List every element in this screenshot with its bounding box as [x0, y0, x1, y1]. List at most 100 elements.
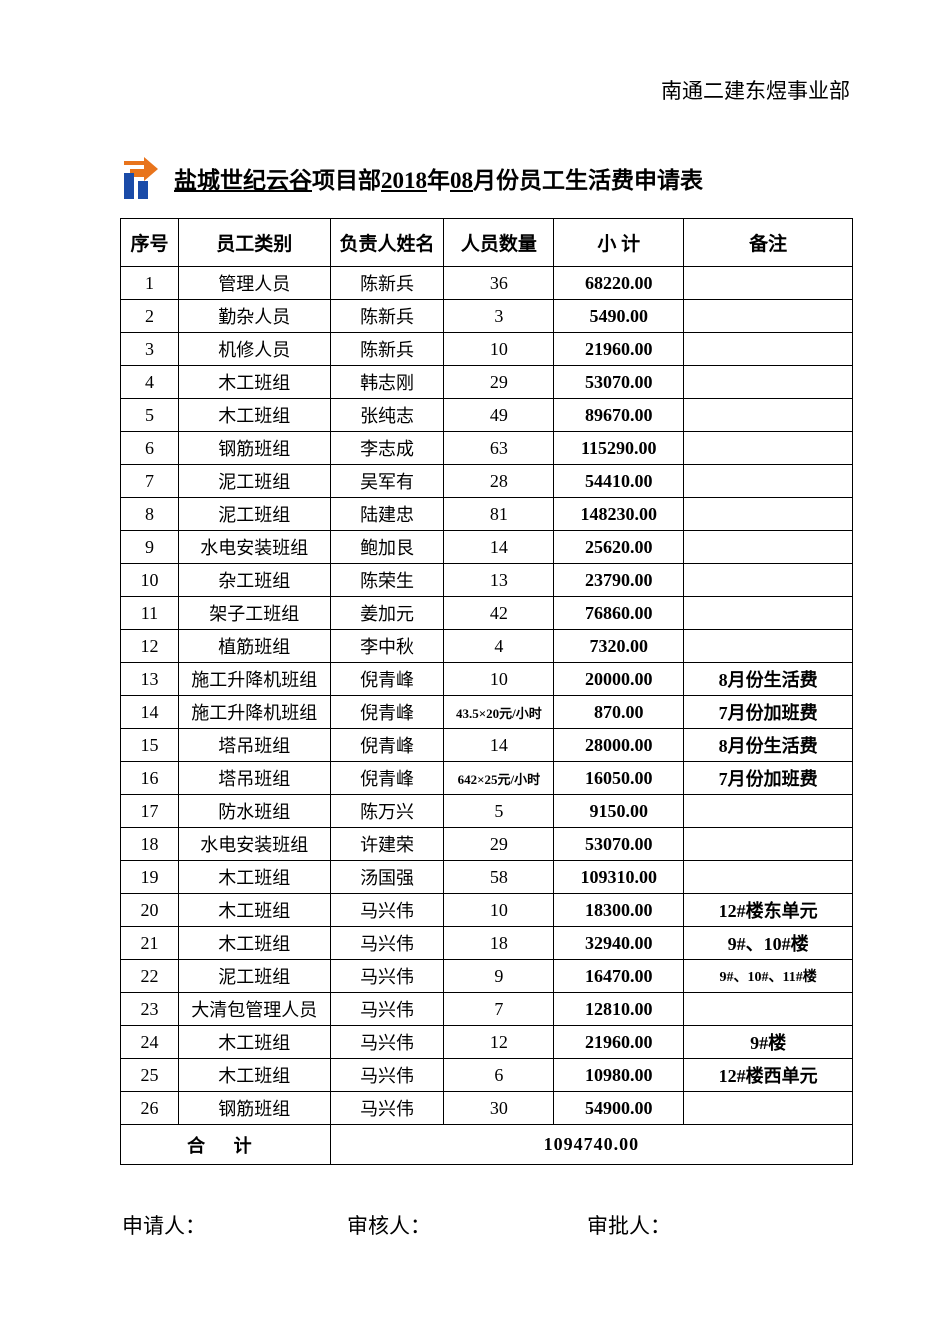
cell-seq: 19 [121, 861, 179, 894]
cell-subtotal: 16470.00 [554, 960, 684, 993]
table-row: 21木工班组马兴伟1832940.009#、10#楼 [121, 927, 853, 960]
cell-person: 马兴伟 [330, 993, 444, 1026]
cell-subtotal: 109310.00 [554, 861, 684, 894]
cell-remark: 7月份加班费 [684, 762, 853, 795]
title-mid2: 年 [427, 168, 450, 193]
cell-subtotal: 32940.00 [554, 927, 684, 960]
cell-person: 李志成 [330, 432, 444, 465]
cell-qty: 10 [444, 663, 554, 696]
cell-seq: 26 [121, 1092, 179, 1125]
th-remark: 备注 [684, 219, 853, 267]
cell-category: 钢筋班组 [178, 432, 330, 465]
cell-remark [684, 1092, 853, 1125]
cell-person: 马兴伟 [330, 1092, 444, 1125]
cell-category: 泥工班组 [178, 960, 330, 993]
cell-subtotal: 28000.00 [554, 729, 684, 762]
table-row: 24木工班组马兴伟1221960.009#楼 [121, 1026, 853, 1059]
cell-person: 马兴伟 [330, 960, 444, 993]
cell-category: 机修人员 [178, 333, 330, 366]
cell-subtotal: 54410.00 [554, 465, 684, 498]
page-title: 盐城世纪云谷项目部2018年08月份员工生活费申请表 [174, 161, 703, 195]
cell-seq: 13 [121, 663, 179, 696]
cell-person: 韩志刚 [330, 366, 444, 399]
cell-subtotal: 20000.00 [554, 663, 684, 696]
cell-seq: 6 [121, 432, 179, 465]
cell-subtotal: 76860.00 [554, 597, 684, 630]
cell-category: 管理人员 [178, 267, 330, 300]
cell-remark [684, 465, 853, 498]
cell-subtotal: 148230.00 [554, 498, 684, 531]
cell-seq: 25 [121, 1059, 179, 1092]
cell-category: 钢筋班组 [178, 1092, 330, 1125]
cell-category: 泥工班组 [178, 498, 330, 531]
cell-remark: 7月份加班费 [684, 696, 853, 729]
cell-qty: 12 [444, 1026, 554, 1059]
cell-person: 陈新兵 [330, 300, 444, 333]
cell-person: 倪青峰 [330, 696, 444, 729]
cell-qty: 14 [444, 729, 554, 762]
cell-qty: 29 [444, 828, 554, 861]
cell-category: 水电安装班组 [178, 828, 330, 861]
cell-subtotal: 25620.00 [554, 531, 684, 564]
th-category: 员工类别 [178, 219, 330, 267]
cell-person: 吴军有 [330, 465, 444, 498]
cell-qty: 58 [444, 861, 554, 894]
cell-qty: 29 [444, 366, 554, 399]
table-row: 25木工班组马兴伟610980.0012#楼西单元 [121, 1059, 853, 1092]
cell-qty: 18 [444, 927, 554, 960]
cell-person: 马兴伟 [330, 894, 444, 927]
cell-remark: 8月份生活费 [684, 729, 853, 762]
th-qty: 人员数量 [444, 219, 554, 267]
cell-category: 木工班组 [178, 927, 330, 960]
cell-qty: 10 [444, 894, 554, 927]
cell-qty: 42 [444, 597, 554, 630]
cell-person: 倪青峰 [330, 663, 444, 696]
cell-person: 倪青峰 [330, 729, 444, 762]
cell-remark [684, 333, 853, 366]
total-row: 合 计1094740.00 [121, 1125, 853, 1165]
cell-category: 架子工班组 [178, 597, 330, 630]
cell-category: 水电安装班组 [178, 531, 330, 564]
department-header: 南通二建东煜事业部 [661, 75, 850, 105]
table-row: 15塔吊班组倪青峰1428000.008月份生活费 [121, 729, 853, 762]
title-mid1: 项目部 [312, 168, 381, 193]
cell-remark: 12#楼西单元 [684, 1059, 853, 1092]
expense-table: 序号 员工类别 负责人姓名 人员数量 小 计 备注 1管理人员陈新兵366822… [120, 218, 853, 1165]
cell-seq: 10 [121, 564, 179, 597]
table-row: 9水电安装班组鲍加艮1425620.00 [121, 531, 853, 564]
cell-subtotal: 53070.00 [554, 366, 684, 399]
cell-subtotal: 21960.00 [554, 333, 684, 366]
cell-qty: 14 [444, 531, 554, 564]
cell-subtotal: 12810.00 [554, 993, 684, 1026]
cell-subtotal: 21960.00 [554, 1026, 684, 1059]
cell-remark [684, 267, 853, 300]
cell-remark [684, 597, 853, 630]
cell-subtotal: 68220.00 [554, 267, 684, 300]
cell-seq: 12 [121, 630, 179, 663]
approver-label: 审批人： [587, 1210, 671, 1240]
cell-qty: 30 [444, 1092, 554, 1125]
cell-subtotal: 5490.00 [554, 300, 684, 333]
cell-person: 马兴伟 [330, 1059, 444, 1092]
cell-remark: 8月份生活费 [684, 663, 853, 696]
table-row: 10杂工班组陈荣生1323790.00 [121, 564, 853, 597]
cell-remark [684, 993, 853, 1026]
table-row: 23大清包管理人员马兴伟712810.00 [121, 993, 853, 1026]
title-suffix: 月份员工生活费申请表 [473, 168, 703, 193]
table-row: 6钢筋班组李志成63115290.00 [121, 432, 853, 465]
cell-seq: 21 [121, 927, 179, 960]
cell-category: 木工班组 [178, 861, 330, 894]
cell-category: 植筋班组 [178, 630, 330, 663]
cell-remark [684, 828, 853, 861]
cell-remark: 9#楼 [684, 1026, 853, 1059]
cell-remark [684, 366, 853, 399]
cell-person: 鲍加艮 [330, 531, 444, 564]
cell-remark [684, 795, 853, 828]
cell-remark [684, 399, 853, 432]
cell-person: 姜加元 [330, 597, 444, 630]
title-month: 08 [450, 168, 473, 193]
table-row: 5木工班组张纯志4989670.00 [121, 399, 853, 432]
cell-remark [684, 432, 853, 465]
table-row: 19木工班组汤国强58109310.00 [121, 861, 853, 894]
cell-category: 木工班组 [178, 366, 330, 399]
